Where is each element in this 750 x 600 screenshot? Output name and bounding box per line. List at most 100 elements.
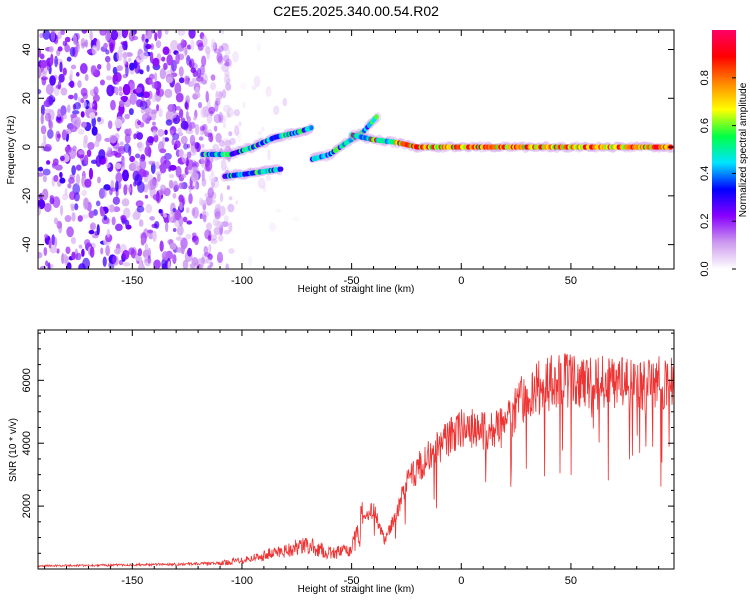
snr-xtick-label: -50 [344,575,360,587]
spectrogram-noise-cell [222,137,230,146]
spectrogram-noise-cell [84,178,92,188]
spectrogram-noise-cell [161,258,167,269]
spectrogram-noise-cell [190,171,199,183]
colorbar-ticks: 0.0 0.2 0.4 0.6 0.8 [699,70,736,277]
spectrogram-noise-cell [159,163,167,174]
spectrogram-noise-cell [42,168,51,176]
spectrogram-noise-cell [110,179,115,190]
spectrogram-noise-cell [87,142,95,150]
spectrogram-noise-cell [83,134,88,144]
spectrogram-noise-cell [116,49,123,62]
snr-panel: -150 -100 -50 0 50 2000 4000 6000 Height of str… [8,329,675,595]
colorbar-tick-label: 0.4 [699,166,711,181]
spectrogram-noise-cell [154,72,158,82]
spectrogram-noise-cell [88,167,94,180]
spectrogram-noise-cell [216,251,224,264]
spectrogram-noise-cell [215,90,219,101]
spectrogram-noise-cell [112,66,118,75]
spectrogram-noise-cell [68,177,75,184]
spectrogram-noise-cell [139,158,147,171]
spectrogram-noise-cell [173,117,178,122]
spectrogram-noise-cell [215,132,222,143]
spectrogram-noise-cell [218,45,224,53]
spectrogram-noise-cell [91,45,98,56]
spectrogram-noise-cell [160,155,167,166]
spectrogram-noise-cell [70,64,77,70]
spectrogram-noise-cell [77,150,85,155]
spectrogram-noise-cell [210,157,214,163]
spectrogram-noise-cell [38,88,42,95]
spectrogram-noise-cell [138,259,143,269]
spectrogram-noise-cell [210,238,218,244]
spectrogram-noise-cell [90,222,97,231]
spectrogram-noise-cell [225,78,231,84]
spectrogram-noise-cell [76,117,81,127]
spectrogram-noise-cell [59,61,63,73]
spectrogram-ytick-label: 20 [21,92,33,104]
spectrogram-noise-cell [73,92,78,101]
spectrogram-noise-cell [205,195,213,206]
spectrogram-noise-cell [49,197,55,205]
snr-ytick-label: 6000 [21,368,33,392]
spectrogram-noise-cell [113,248,121,255]
spectrogram-noise-cell [220,30,225,35]
spectrogram-noise-cell [185,207,190,214]
spectrogram-noise-cell [216,221,224,228]
spectrogram-noise-cell [169,242,177,250]
spectrogram-noise-cell [152,121,156,126]
spectrogram-noise-cell [175,165,182,178]
spectrogram-noise-cell [80,87,88,97]
spectrogram-noise-cell [213,113,222,124]
spectrogram-noise-cell [62,67,67,76]
spectrogram-noise-cell [210,82,217,91]
spectrogram-noise-cell [40,104,45,116]
spectrogram-noise-cell [116,65,123,72]
spectrogram-noise-cell [183,143,188,150]
spectrogram-noise-cell [215,97,221,106]
spectrogram-noise-cell [165,119,173,126]
spectrogram-noise-cell [47,262,51,269]
spectrogram-noise-cell [78,263,86,269]
spectrogram-noise-cell [81,214,89,219]
spectrogram-noise-cell [172,132,180,141]
spectrogram-noise-cell [144,194,149,199]
spectrogram-noise-cell [49,195,55,200]
spectrogram-noise-cell [106,150,115,157]
spectrogram-noise-cell [216,52,223,63]
spectrogram-noise-cell [45,260,49,267]
spectrogram-noise-cell [177,127,183,134]
spectrogram-noise-cell [73,192,80,202]
spectrogram-noise-cell [212,143,220,151]
spectrogram-noise-cell [77,128,85,135]
spectrogram-noise-cell [83,154,89,165]
spectrogram-noise-cell [168,173,175,179]
colorbar-tick-label: 0.2 [699,214,711,229]
spectrogram-noise-cell [38,172,45,177]
spectrogram-noise-cell [200,199,208,206]
spectrogram-noise-cell [105,244,110,257]
spectrogram-noise-cell [141,33,145,42]
spectrogram-noise-cell [68,94,74,100]
spectrogram-noise-cell [109,42,114,54]
spectrogram-noise-cell [77,215,83,222]
spectrogram-noise-cell [221,221,229,228]
spectrogram-noise-cell [69,69,74,79]
spectrogram-noise-cell [137,120,142,126]
spectrogram-noise-cell [197,42,204,51]
spectrogram-noise-cell [64,44,71,53]
spectrogram-noise-cell [81,189,87,197]
colorbar-gradient [712,30,736,269]
spectrogram-noise-cell [217,203,221,211]
spectrogram-noise-cell [201,55,207,67]
spectrogram-noise-cell [138,219,144,227]
spectrogram-noise-cell [152,194,159,201]
spectrogram-noise-cell [54,237,58,248]
spectrogram-noise-cell [97,176,101,184]
spectrogram-noise-cell [86,49,92,54]
spectrogram-noise-cell [151,81,158,89]
spectrogram-noise-cell [170,39,179,51]
spectrogram-noise-cell [218,112,224,123]
spectrogram-noise-cell [148,232,154,240]
spectrogram-noise-cell [205,258,212,264]
